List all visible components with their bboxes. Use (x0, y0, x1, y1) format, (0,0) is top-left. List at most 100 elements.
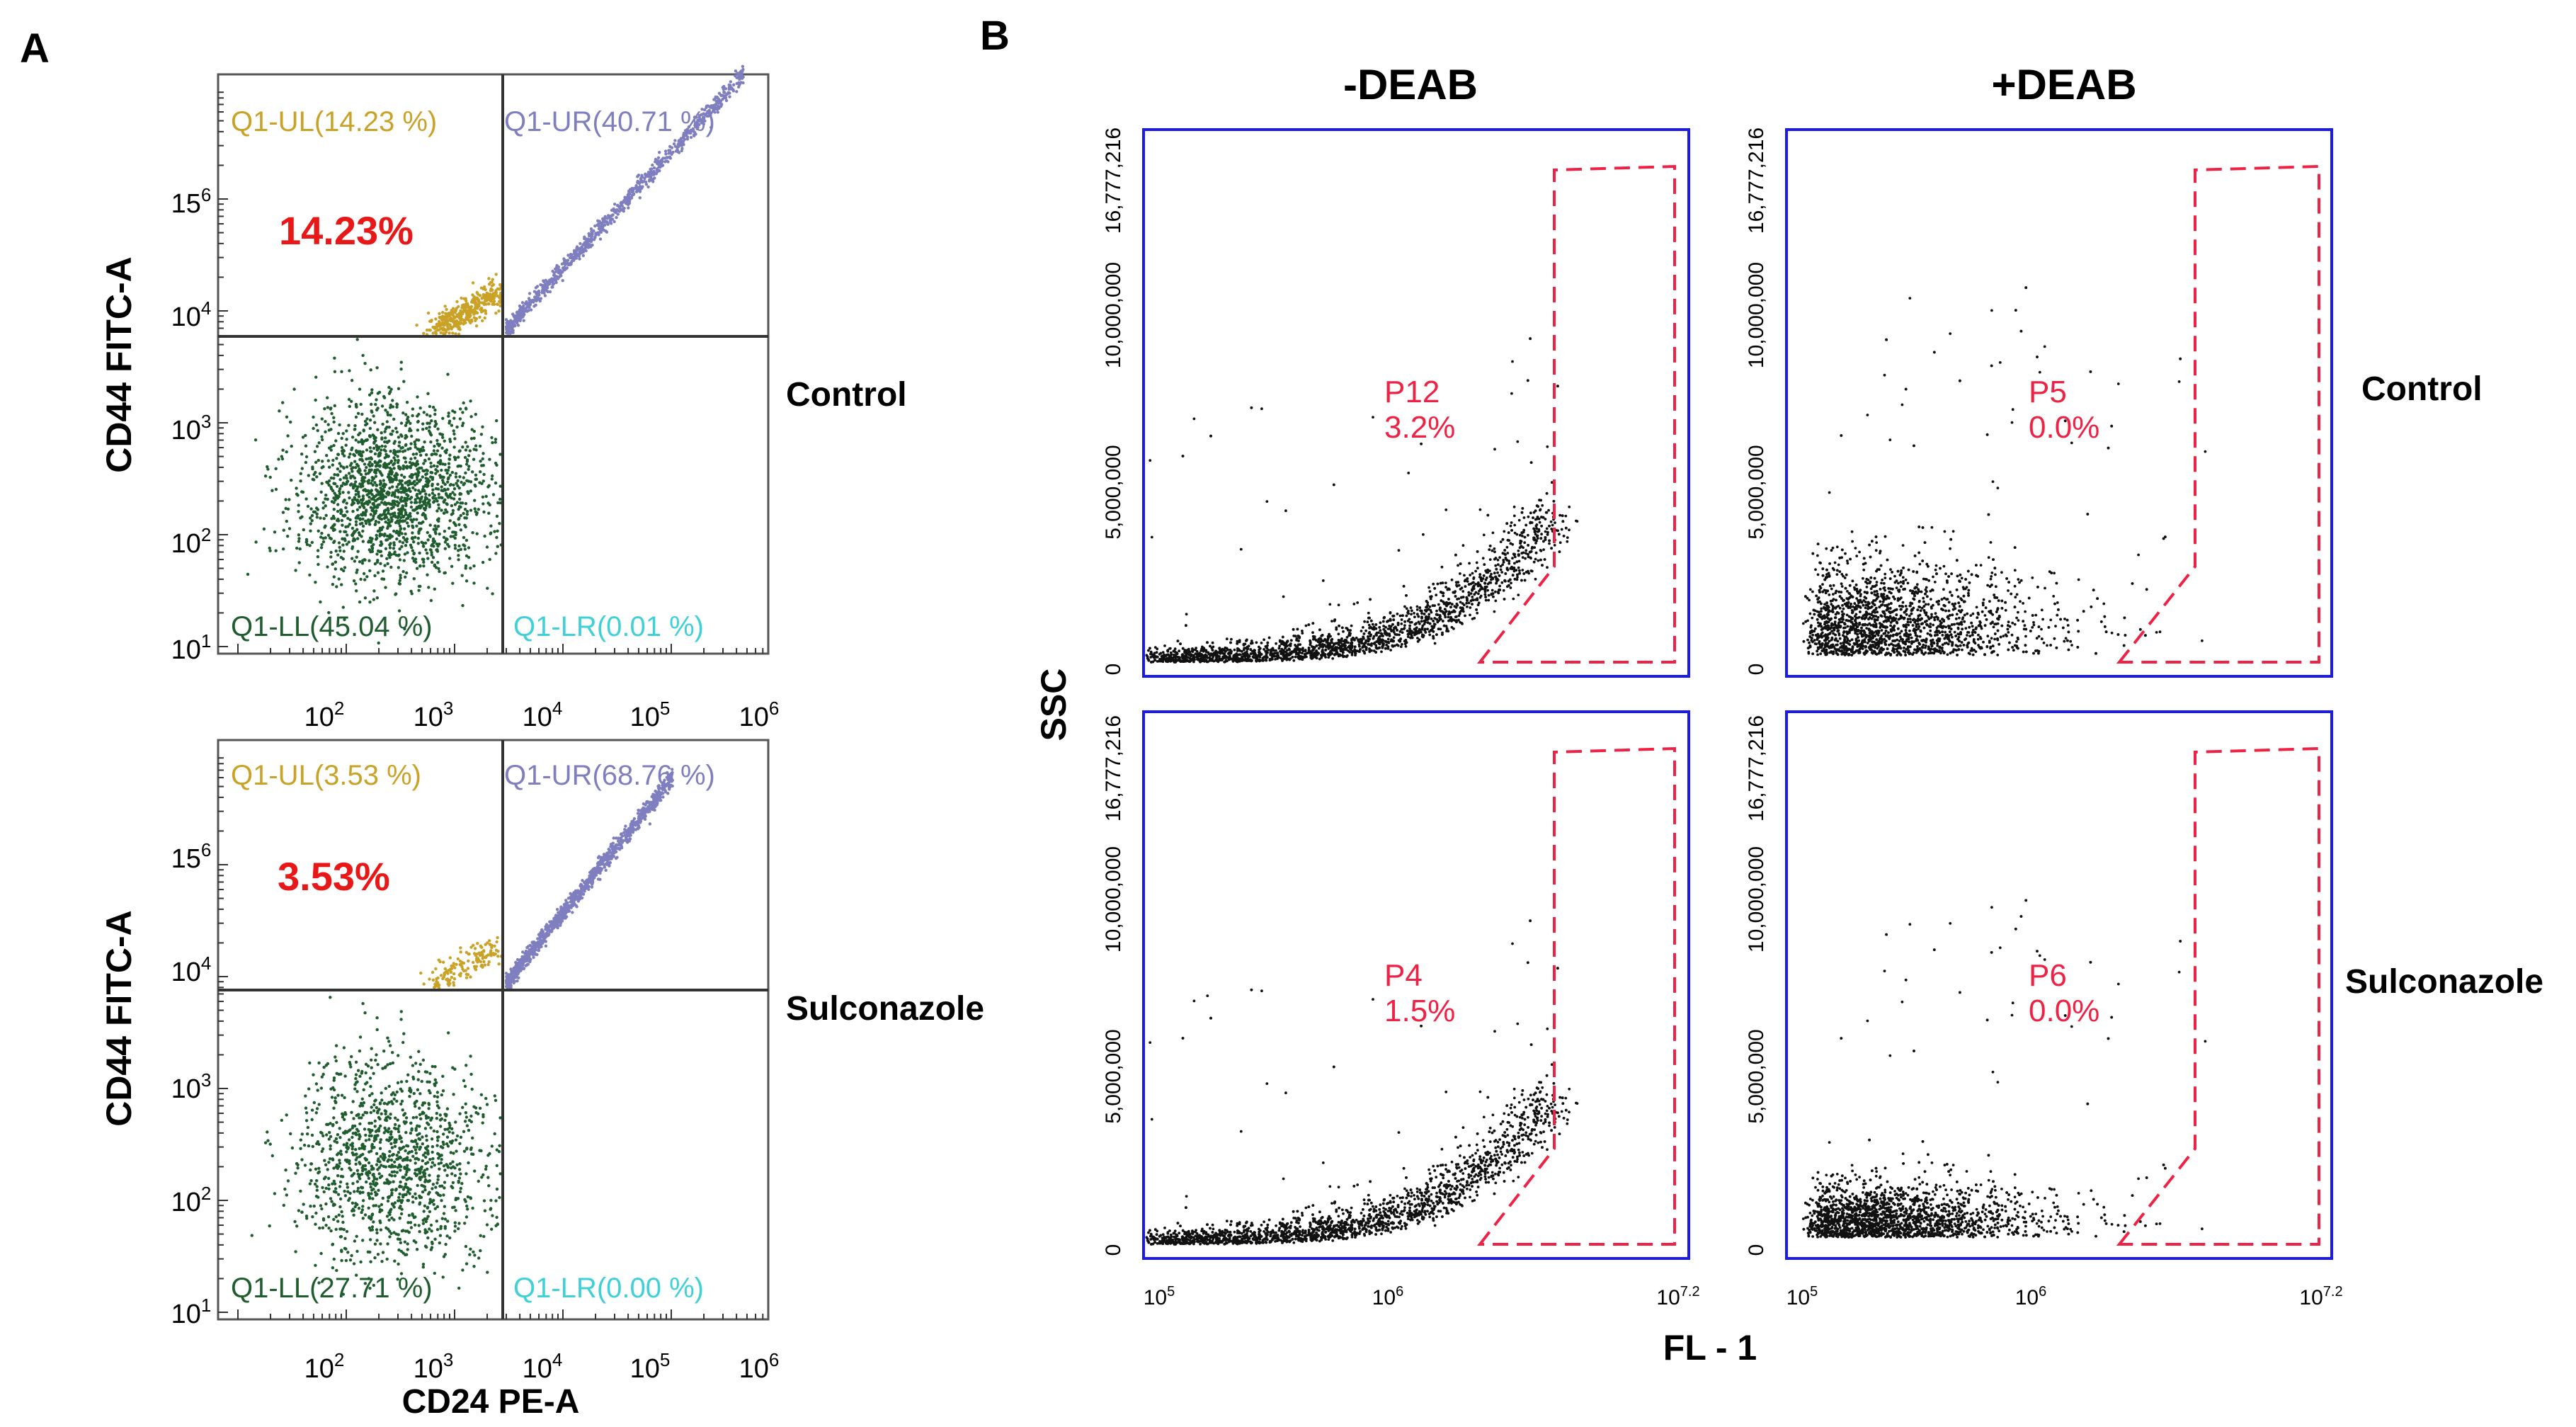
data-point-ll (423, 1175, 427, 1178)
data-point-ll (421, 1135, 424, 1139)
data-point-ll (385, 1178, 389, 1181)
data-point-ll (316, 1088, 319, 1092)
data-point-ul (486, 941, 489, 945)
data-point-ur (716, 96, 719, 100)
data-point-ll (375, 1182, 379, 1186)
data-point-ll (338, 1161, 342, 1165)
data-point-ll (477, 508, 480, 511)
data-point-ll (387, 426, 391, 429)
data-point-ll (439, 496, 443, 499)
data-point-ur (511, 329, 515, 332)
data-point-ll (438, 1234, 443, 1237)
data-point-ll (356, 1172, 360, 1176)
data-point-ll (304, 1119, 309, 1122)
data-point-ll (394, 1116, 397, 1120)
data-point-ll (443, 530, 447, 533)
data-point-ll (452, 1093, 455, 1096)
data-point-ll (344, 443, 348, 447)
data-point-ll (313, 450, 317, 453)
data-point-ll (284, 506, 287, 511)
data-point-ll (453, 543, 457, 547)
data-point-ul (433, 325, 437, 329)
data-point-ll (348, 518, 352, 522)
data-point-ll (351, 1124, 355, 1128)
data-point-ll (417, 1158, 421, 1161)
data-point-ll (343, 530, 346, 533)
data-point-ll (295, 492, 299, 496)
data-point-ll (405, 1186, 409, 1190)
data-point-ll (452, 535, 455, 538)
data-point-ul (489, 943, 493, 947)
data-point-ll (334, 549, 338, 553)
data-point-ll (300, 1158, 304, 1161)
data-point-ur (637, 174, 641, 177)
data-point-ll (415, 475, 419, 479)
data-point-ll (392, 1205, 396, 1209)
data-point-ll (370, 1192, 373, 1195)
data-point-ll (321, 1226, 325, 1230)
data-point-ll (317, 562, 320, 567)
data-point-ur (551, 285, 554, 289)
data-point-ll (370, 1121, 373, 1125)
data-point-ll (463, 547, 467, 551)
data-point-ul (491, 278, 494, 281)
data-point-ul (441, 311, 445, 314)
data-point-ll (373, 1099, 377, 1103)
data-point-ll (373, 421, 377, 424)
data-point-ll (427, 1107, 431, 1110)
data-point-ll (369, 450, 372, 453)
data-point-ul (460, 310, 463, 314)
data-point-ll (338, 1235, 343, 1239)
data-point-ll (329, 1147, 332, 1151)
data-point-ll (372, 497, 375, 501)
data-point-ur (600, 227, 604, 231)
data-point-ll (443, 1253, 447, 1256)
data-point-ll (361, 559, 365, 562)
data-point-ll (397, 1156, 401, 1160)
data-point-ll (346, 516, 350, 521)
data-point-ll (334, 1055, 337, 1059)
data-point-ll (396, 1237, 400, 1241)
data-point-ll (314, 581, 317, 584)
data-point-ur (534, 303, 537, 307)
data-point-ll (340, 1093, 344, 1097)
data-point-ll (372, 1146, 376, 1149)
data-point-ul (492, 300, 496, 303)
data-point-ll (440, 1217, 444, 1220)
data-point-ll (469, 1247, 472, 1251)
data-point-ll (399, 491, 403, 494)
data-point-ll (350, 462, 353, 465)
data-point-ll (304, 1215, 309, 1218)
data-point-ll (372, 1188, 375, 1191)
data-point-ll (383, 462, 387, 465)
data-point-ll (411, 1077, 416, 1081)
data-point-ll (362, 440, 366, 443)
data-point-ll (336, 519, 341, 523)
data-point-ll (367, 462, 370, 467)
data-point-ll (421, 449, 424, 453)
data-point-ll (424, 1114, 428, 1118)
data-point-ur (624, 201, 627, 205)
data-point-ll (392, 1170, 396, 1173)
data-point-ul (455, 300, 459, 304)
data-point-ll (285, 1193, 288, 1197)
data-point-ll (465, 1172, 468, 1176)
data-point-ur (544, 282, 547, 286)
data-point-ll (412, 1091, 416, 1096)
data-point-ll (320, 466, 324, 470)
data-point-ll (423, 1231, 428, 1235)
data-point-ll (491, 592, 494, 596)
data-point-ll (355, 498, 360, 502)
data-point-ll (304, 1094, 307, 1098)
data-point-ll (396, 496, 400, 499)
data-point-ll (335, 1268, 338, 1273)
data-point-ll (386, 1036, 389, 1040)
data-point-ll (307, 474, 310, 477)
data-point-ul (459, 946, 462, 950)
data-point-ll (411, 1195, 415, 1199)
data-point-ll (334, 1059, 338, 1063)
data-point-ll (340, 1258, 343, 1263)
data-point-ll (429, 1248, 433, 1251)
data-point-ll (429, 1126, 433, 1130)
data-point-ll (368, 1238, 372, 1241)
